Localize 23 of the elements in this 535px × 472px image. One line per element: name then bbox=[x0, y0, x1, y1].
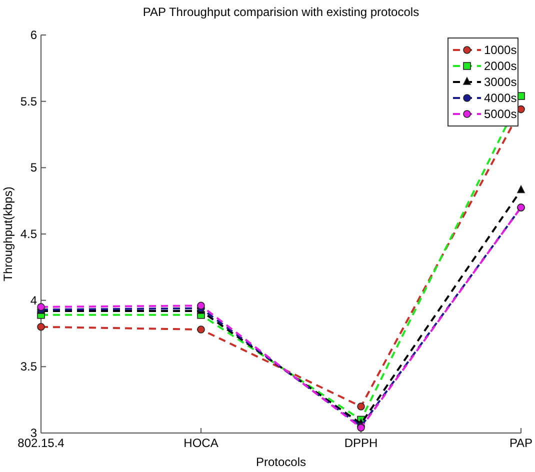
legend-label: 1000s bbox=[484, 43, 517, 57]
point bbox=[517, 185, 525, 194]
y-tick-label: 4 bbox=[30, 293, 38, 308]
x-tick-label: HOCA bbox=[184, 436, 218, 450]
chart-title: PAP Throughput comparision with existing protocols bbox=[142, 5, 420, 19]
point bbox=[357, 402, 365, 410]
x-tick-label: DPPH bbox=[344, 436, 378, 450]
point bbox=[37, 322, 45, 331]
point bbox=[197, 326, 205, 334]
point bbox=[37, 303, 45, 311]
y-tick-label: 6 bbox=[30, 28, 38, 42]
y-axis-title: Throughput(kbps) bbox=[1, 186, 15, 282]
point bbox=[197, 302, 205, 310]
legend-label: 4000s bbox=[484, 91, 517, 105]
legend-label: 3000s bbox=[484, 75, 517, 89]
y-tick-label: 5.5 bbox=[20, 94, 38, 108]
y-tick-label: 3.5 bbox=[20, 360, 38, 374]
y-tick-label: 5 bbox=[30, 160, 38, 175]
x-tick-label: PAP bbox=[509, 436, 533, 450]
y-tick-label: 4.5 bbox=[20, 227, 38, 241]
legend-label: 2000s bbox=[484, 59, 517, 73]
legend-label: 5000s bbox=[484, 107, 517, 121]
x-axis-title: Protocols bbox=[256, 455, 306, 469]
